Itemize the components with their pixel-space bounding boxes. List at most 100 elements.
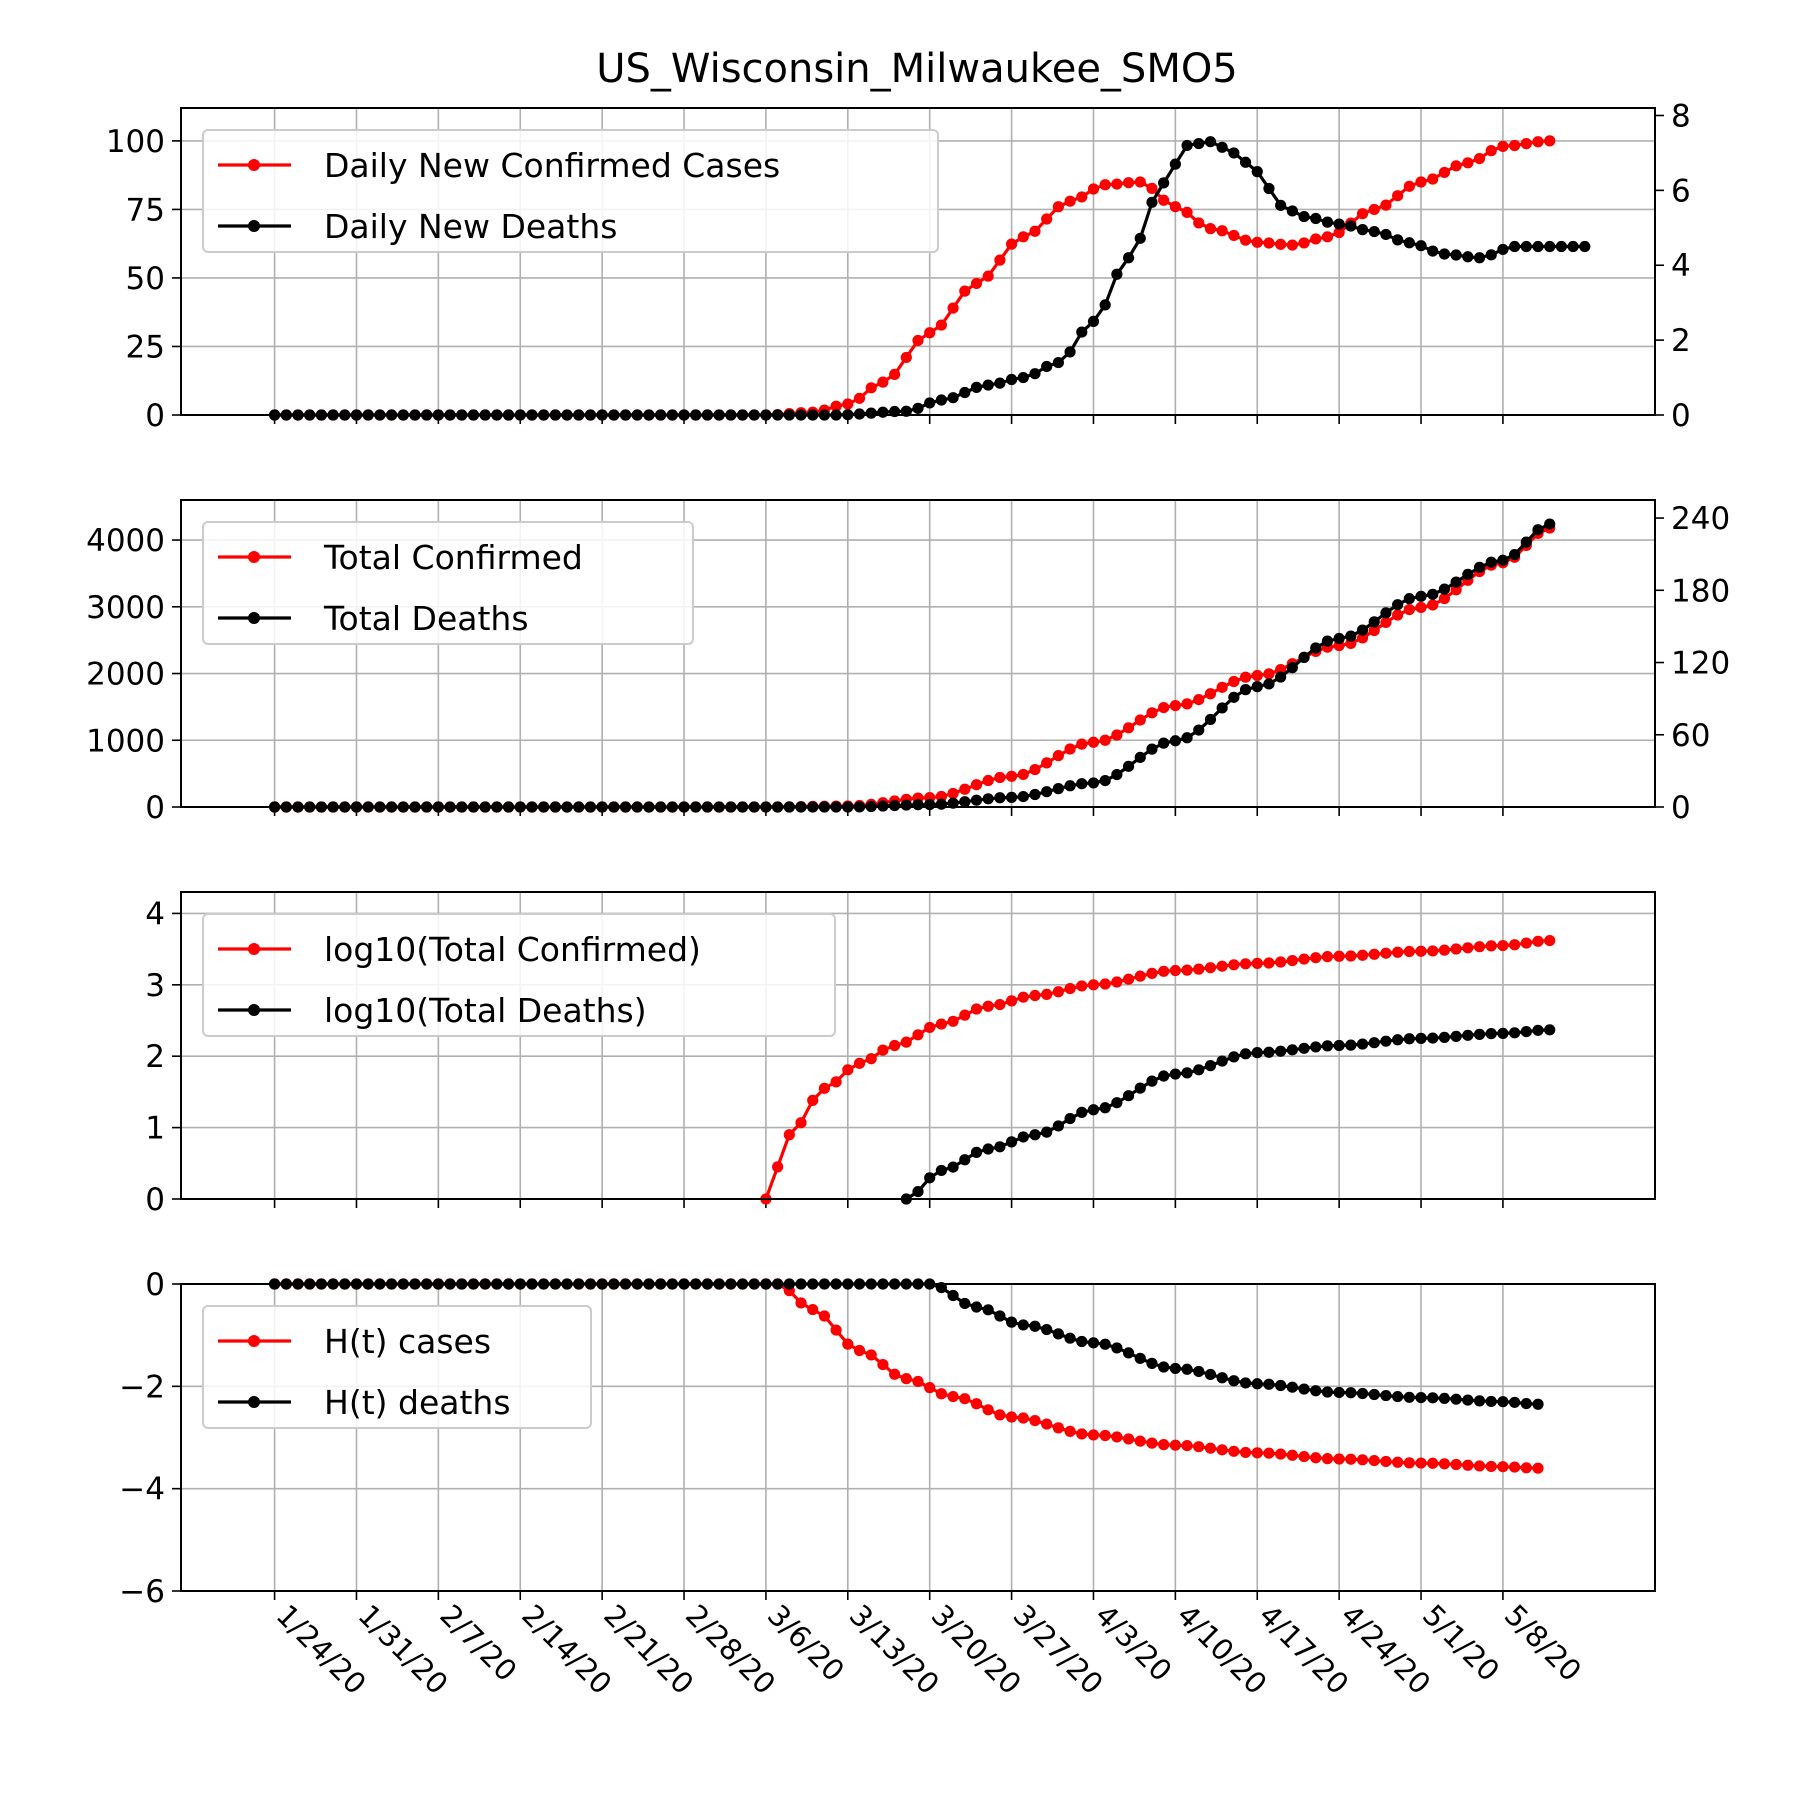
data-point	[935, 1018, 947, 1030]
data-point	[1064, 346, 1076, 358]
data-point	[1017, 231, 1029, 243]
data-point	[830, 1324, 842, 1336]
data-point	[1193, 217, 1205, 229]
data-point	[982, 1404, 994, 1416]
data-point	[1532, 935, 1544, 947]
data-point	[1169, 699, 1181, 712]
data-point	[1041, 1418, 1053, 1430]
data-point	[1263, 182, 1275, 195]
data-point	[1263, 1046, 1275, 1058]
data-point	[1356, 949, 1369, 961]
data-point	[1427, 588, 1439, 600]
legend: H(t) cases H(t) deaths	[202, 1305, 592, 1429]
axes-frame	[180, 891, 1656, 1200]
data-point	[1076, 738, 1088, 750]
data-point	[1485, 249, 1497, 261]
x-tick-label: 1/31/20	[352, 1598, 455, 1701]
data-point	[1509, 1396, 1521, 1408]
data-point	[1368, 225, 1380, 238]
data-point	[924, 798, 936, 811]
data-point	[1392, 946, 1404, 958]
data-point	[1380, 616, 1392, 629]
data-point	[1158, 177, 1170, 189]
data-point	[1392, 599, 1404, 611]
data-point	[1169, 735, 1181, 747]
data-point	[1228, 959, 1240, 971]
data-point	[1193, 694, 1205, 706]
data-point	[1509, 548, 1521, 561]
data-point	[1286, 1449, 1298, 1461]
data-point	[959, 386, 971, 399]
data-point	[1392, 609, 1404, 621]
data-point	[1392, 1034, 1404, 1046]
data-point	[1403, 593, 1415, 605]
data-point	[1064, 1332, 1076, 1344]
data-point	[912, 402, 924, 414]
data-point	[1251, 1047, 1263, 1059]
axes-frame	[180, 499, 1656, 808]
data-point	[1520, 240, 1532, 253]
data-point	[1333, 218, 1345, 230]
data-point	[982, 270, 994, 282]
data-point	[924, 1021, 936, 1034]
data-point	[1415, 1032, 1427, 1044]
data-point	[1181, 732, 1193, 744]
data-point	[1041, 757, 1053, 769]
data-point	[1275, 1448, 1287, 1460]
data-point	[877, 406, 889, 418]
y-tick-label: 100	[106, 124, 165, 160]
data-point	[1403, 1457, 1415, 1469]
y-tick-label: −2	[119, 1369, 165, 1405]
data-point	[1052, 356, 1064, 369]
data-point	[1450, 1458, 1462, 1471]
data-point	[1005, 1316, 1018, 1328]
data-point	[1193, 963, 1205, 975]
data-point	[970, 1398, 983, 1410]
data-point	[1473, 1028, 1486, 1040]
data-point	[1310, 1041, 1322, 1053]
data-point	[1052, 1328, 1064, 1340]
y-tick-label: 3000	[86, 590, 165, 626]
data-point	[1017, 1412, 1029, 1424]
data-point	[1368, 203, 1380, 216]
data-point	[1099, 978, 1111, 990]
data-point	[1275, 671, 1287, 683]
data-point	[1146, 743, 1158, 755]
data-point	[1134, 751, 1146, 763]
data-point	[1076, 980, 1088, 992]
data-point	[1029, 1414, 1041, 1427]
data-point	[1204, 688, 1217, 700]
data-point	[1087, 1429, 1100, 1441]
data-point	[959, 1297, 971, 1310]
data-point	[877, 376, 889, 388]
data-point	[1087, 315, 1100, 328]
data-point	[1345, 1453, 1357, 1465]
data-point	[1158, 1439, 1170, 1451]
data-point	[1275, 956, 1287, 968]
data-point	[1111, 1342, 1123, 1354]
data-point	[1099, 774, 1111, 787]
data-point	[1520, 1025, 1532, 1038]
data-point	[947, 797, 959, 809]
data-point	[1310, 1385, 1322, 1397]
data-point	[1286, 1044, 1298, 1056]
data-point	[947, 1390, 959, 1403]
data-point	[1181, 1440, 1193, 1452]
y-tick-label: 4	[145, 896, 165, 932]
data-point	[1356, 208, 1369, 220]
data-point	[1228, 1375, 1240, 1387]
series-line	[905, 1028, 1550, 1201]
data-point	[1076, 1106, 1088, 1118]
data-point	[1415, 590, 1427, 602]
series-log10-total-deaths-	[900, 1024, 1556, 1205]
data-point	[1122, 973, 1135, 985]
data-point	[959, 1009, 971, 1021]
data-point	[1005, 770, 1018, 782]
data-point	[1146, 707, 1158, 719]
data-point	[1204, 1060, 1217, 1072]
data-point	[1005, 373, 1018, 386]
data-point	[1286, 205, 1298, 217]
y-tick-label: 0	[145, 398, 165, 434]
data-point	[1122, 177, 1135, 189]
data-point	[1216, 225, 1228, 237]
